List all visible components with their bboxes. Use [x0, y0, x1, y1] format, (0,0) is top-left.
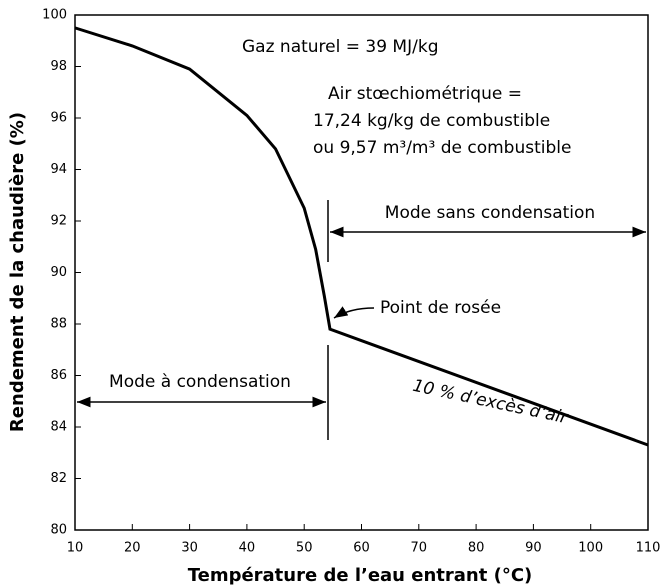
- annotation: ou 9,57 m³/m³ de combustible: [313, 138, 571, 158]
- x-tick-label: 70: [411, 541, 428, 556]
- x-tick-label: 30: [181, 541, 198, 556]
- pointer-arrow: [333, 306, 375, 319]
- annotation: Gaz naturel = 39 MJ/kg: [242, 37, 438, 57]
- annotation: 17,24 kg/kg de combustible: [313, 111, 550, 131]
- x-tick-label: 110: [636, 541, 661, 556]
- y-tick-label: 88: [50, 317, 67, 332]
- x-tick-label: 100: [578, 541, 603, 556]
- y-tick-label: 84: [50, 420, 67, 435]
- x-tick-label: 10: [67, 541, 84, 556]
- x-axis-label: Température de l’eau entrant (°C): [188, 565, 533, 586]
- annotation: 10 % d’excès d’air: [411, 376, 570, 429]
- y-tick-label: 100: [42, 8, 67, 23]
- x-tick-label: 90: [525, 541, 542, 556]
- y-tick-label: 98: [50, 59, 67, 74]
- y-tick-label: 82: [50, 471, 67, 486]
- x-tick-label: 40: [239, 541, 256, 556]
- y-tick-label: 92: [50, 214, 67, 229]
- annotation: Mode sans condensation: [385, 203, 595, 223]
- y-tick-label: 94: [50, 162, 67, 177]
- y-axis-label: Rendement de la chaudière (%): [7, 112, 28, 432]
- y-tick-label: 90: [50, 265, 67, 280]
- annotation: Air stœchiométrique =: [328, 84, 522, 104]
- annotation: Point de rosée: [380, 298, 501, 318]
- annotation: Mode à condensation: [109, 372, 291, 392]
- x-tick-label: 60: [353, 541, 370, 556]
- x-tick-label: 20: [124, 541, 141, 556]
- x-tick-label: 50: [296, 541, 313, 556]
- y-tick-label: 96: [50, 111, 67, 126]
- y-tick-label: 86: [50, 368, 67, 383]
- y-tick-label: 80: [50, 523, 67, 538]
- x-tick-label: 80: [468, 541, 485, 556]
- data-line: [74, 26, 649, 447]
